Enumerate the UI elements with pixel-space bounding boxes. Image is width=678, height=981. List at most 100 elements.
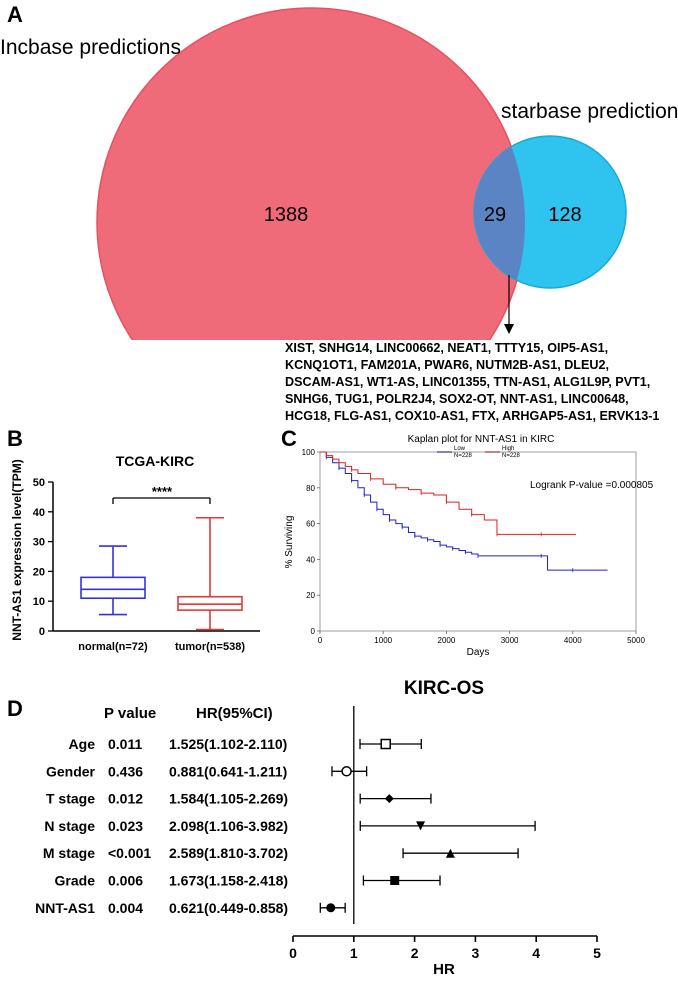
panel-label-a: A (7, 2, 23, 27)
forest-row-hr: 2.098(1.106-3.982) (169, 818, 288, 834)
km-title: Kaplan plot for NNT-AS1 in KIRC (408, 434, 555, 445)
boxplot-ytick-label: 10 (33, 596, 45, 608)
forest-row-p: 0.436 (108, 763, 143, 779)
forest-row-name: T stage (46, 791, 95, 807)
km-ytick-label: 40 (306, 555, 315, 564)
venn-overlap (474, 136, 525, 288)
km-xtick-label: 0 (318, 636, 323, 645)
km-plot-frame (319, 451, 637, 632)
forest-xtick-label: 0 (289, 945, 297, 961)
venn-count-lncbase: 1388 (264, 204, 309, 226)
km-logrank: Logrank P-value =0.000805 (530, 480, 654, 491)
forest-xtick-label: 3 (472, 945, 480, 961)
forest-row-hr: 0.621(0.449-0.858) (169, 900, 288, 916)
box-tumor (177, 516, 243, 631)
km-line-high (320, 451, 576, 535)
boxplot-ylabel: NNT-AS1 expression level(TPM) (10, 459, 24, 640)
forest-row-name: N stage (44, 818, 95, 834)
gene-line: XIST, SNHG14, LINC00662, NEAT1, TTTY15, … (285, 341, 609, 355)
forest-row-name: Gender (46, 763, 96, 779)
forest-row-p: 0.011 (108, 736, 142, 752)
km-legend-low-n: N=228 (454, 453, 473, 459)
forest-marker (390, 876, 400, 885)
forest-marker (384, 794, 394, 804)
forest-marker (380, 738, 391, 750)
forest-row-p: 0.006 (108, 873, 143, 889)
km-xtick-label: 4000 (564, 636, 582, 645)
overlap-gene-list: XIST, SNHG14, LINC00662, NEAT1, TTTY15, … (285, 340, 659, 425)
km-xlabel: Days (467, 647, 490, 658)
panel-label-d: D (7, 696, 23, 721)
forest-row-name: Age (69, 736, 96, 752)
gene-line: SNHG6, TUG1, POLR2J4, SOX2-OT, NNT-AS1, … (285, 392, 629, 406)
gene-line: KCNQ1OT1, FAM201A, PWAR6, NUTM2B-AS1, DL… (285, 358, 609, 372)
forest-hr-header: HR(95%CI) (196, 705, 273, 722)
kaplan-meier-chart: Kaplan plot for NNT-AS1 in KIRC Low N=22… (284, 434, 654, 658)
forest-marker (341, 766, 352, 777)
boxplot-xtick-label: tumor(n=538) (175, 641, 245, 653)
km-xtick-label: 5000 (627, 636, 645, 645)
gene-line: DSCAM-AS1, WT1-AS, LINC01355, TTN-AS1, A… (285, 375, 651, 389)
venn-label-lncbase: Incbase predictions (0, 36, 181, 59)
forest-row-p: 0.004 (108, 900, 143, 916)
km-legend-high-label: High (502, 446, 514, 452)
forest-xlabel: HR (433, 961, 455, 978)
forest-marker (445, 848, 455, 858)
forest-row: Gender 0.436 0.881(0.641-1.211) (46, 763, 368, 779)
km-xtick-label: 2000 (438, 636, 456, 645)
boxplot-title: TCGA-KIRC (116, 453, 195, 469)
km-ytick-label: 20 (306, 591, 315, 600)
km-legend-low-label: Low (454, 446, 466, 452)
boxplot-ytick-label: 30 (33, 537, 45, 549)
forest-row: Grade 0.006 1.673(1.158-2.418) (55, 873, 441, 889)
forest-row-hr: 1.525(1.102-2.110) (169, 736, 287, 752)
venn-arrow-head (504, 324, 514, 334)
venn-label-starbase: starbase predictions (501, 100, 678, 123)
panel-label-b: B (7, 426, 23, 451)
box-normal (80, 545, 146, 616)
forest-row-hr: 0.881(0.641-1.211) (169, 763, 287, 779)
venn-diagram: Incbase predictions starbase predictions… (0, 7, 678, 340)
panel-label-c: C (281, 426, 297, 451)
forest-row-hr: 1.584(1.105-2.269) (169, 791, 288, 807)
venn-count-starbase: 128 (548, 204, 581, 226)
forest-row-p: 0.012 (108, 791, 143, 807)
forest-row-p: <0.001 (108, 845, 151, 861)
boxplot-ytick-label: 50 (33, 477, 45, 489)
forest-row-hr: 1.673(1.158-2.418) (169, 873, 288, 889)
forest-row-name: NNT-AS1 (35, 900, 95, 916)
venn-count-overlap: 29 (484, 204, 506, 226)
forest-xtick-label: 1 (350, 945, 358, 961)
km-line-low (320, 451, 608, 571)
forest-marker (326, 903, 336, 913)
km-ytick-label: 0 (311, 627, 316, 636)
forest-row: N stage 0.023 2.098(1.106-3.982) (44, 818, 536, 834)
forest-row: NNT-AS1 0.004 0.621(0.449-0.858) (35, 900, 346, 916)
forest-row-name: M stage (43, 845, 95, 861)
forest-row: Age 0.011 1.525(1.102-2.110) (69, 736, 422, 752)
forest-marker (416, 821, 426, 831)
boxplot-ytick-label: 40 (33, 507, 45, 519)
significance-stars: **** (152, 484, 173, 499)
forest-plot: KIRC-OS P value HR(95%CI) HR 0 1 2 3 4 5 Age 0… (35, 678, 601, 978)
gene-line: HCG18, FLG-AS1, COX10-AS1, FTX, ARHGAP5-… (285, 409, 660, 423)
km-xtick-label: 1000 (374, 636, 392, 645)
forest-xtick-label: 5 (593, 945, 601, 961)
km-legend-high-n: N=228 (502, 453, 521, 459)
km-ytick-label: 60 (306, 520, 315, 529)
km-ytick-label: 100 (302, 448, 316, 457)
boxplot-ytick-label: 20 (33, 566, 45, 578)
forest-row: T stage 0.012 1.584(1.105-2.269) (46, 791, 432, 807)
forest-xtick-label: 4 (532, 945, 540, 961)
forest-title: KIRC-OS (404, 678, 484, 699)
boxplot-chart: TCGA-KIRC NNT-AS1 expression level(TPM) … (10, 453, 260, 653)
boxplot-ytick-label: 0 (39, 626, 45, 638)
forest-row-name: Grade (55, 873, 96, 889)
forest-xtick-label: 2 (411, 945, 419, 961)
km-ylabel: % Surviving (284, 516, 295, 569)
forest-row: M stage <0.001 2.589(1.810-3.702) (43, 845, 519, 861)
km-ytick-label: 80 (306, 484, 315, 493)
forest-p-header: P value (104, 705, 156, 722)
forest-row-hr: 2.589(1.810-3.702) (169, 845, 288, 861)
boxplot-xtick-label: normal(n=72) (78, 641, 148, 653)
